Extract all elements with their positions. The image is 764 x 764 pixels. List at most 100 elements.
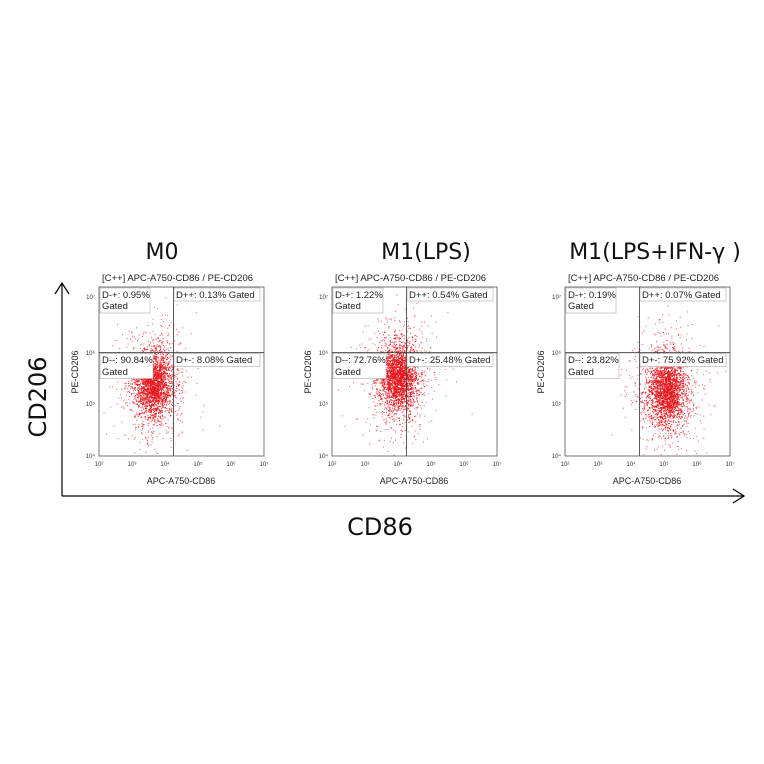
event-dot	[161, 414, 163, 416]
event-dot	[403, 381, 405, 383]
event-dot	[392, 384, 394, 386]
event-dot	[387, 366, 389, 368]
event-dot	[402, 383, 404, 385]
event-dot	[154, 396, 156, 398]
event-dot	[394, 354, 396, 356]
event-dot	[165, 393, 167, 395]
event-dot	[413, 408, 415, 410]
event-dot	[161, 375, 163, 377]
event-dot	[158, 359, 160, 361]
event-dot	[179, 384, 181, 386]
event-dot	[117, 438, 119, 440]
event-dot	[163, 393, 165, 395]
event-dot	[151, 386, 153, 388]
event-dot	[165, 400, 167, 402]
event-dot	[400, 373, 402, 375]
event-dot	[162, 387, 164, 389]
event-dot	[393, 408, 395, 410]
event-dot	[137, 340, 139, 342]
event-dot	[155, 366, 157, 368]
event-dot	[176, 373, 178, 375]
event-dot	[132, 424, 134, 426]
event-dot	[179, 407, 181, 409]
event-dot	[417, 374, 419, 376]
event-dot	[154, 402, 156, 404]
event-dot	[147, 393, 149, 395]
event-dot	[417, 401, 419, 403]
event-dot	[435, 410, 437, 412]
event-dot	[168, 353, 170, 355]
event-dot	[155, 412, 157, 414]
event-dot	[153, 392, 155, 394]
event-dot	[423, 393, 425, 395]
event-dot	[168, 369, 170, 371]
event-dot	[142, 331, 144, 333]
event-dot	[378, 391, 380, 393]
event-dot	[390, 403, 392, 405]
event-dot	[356, 418, 358, 420]
event-dot	[147, 383, 149, 385]
event-dot	[402, 400, 404, 402]
event-dot	[393, 392, 395, 394]
event-dot	[400, 373, 402, 375]
event-dot	[416, 378, 418, 380]
event-dot	[165, 396, 167, 398]
event-dot	[147, 442, 149, 444]
event-dot	[125, 385, 127, 387]
event-dot	[152, 432, 154, 434]
y-ticks: 10⁷ 10⁶ 10⁵ 10⁴	[86, 294, 96, 460]
event-dot	[155, 392, 157, 394]
event-dot	[159, 334, 161, 336]
event-dot	[389, 408, 391, 410]
event-dot	[404, 371, 406, 373]
event-dot	[168, 334, 170, 336]
event-dot	[168, 366, 170, 368]
event-dot	[400, 436, 402, 438]
event-dot	[406, 368, 408, 370]
event-dot	[151, 415, 153, 417]
event-dot	[397, 401, 399, 403]
event-dot	[135, 378, 137, 380]
event-dot	[164, 378, 166, 380]
event-dot	[157, 393, 159, 395]
event-dot	[170, 437, 172, 439]
event-dot	[142, 333, 144, 335]
event-dot	[143, 399, 145, 401]
event-dot	[384, 386, 386, 388]
event-dot	[163, 393, 165, 395]
event-dot	[150, 409, 152, 411]
event-dot	[393, 367, 395, 369]
event-dot	[390, 390, 392, 392]
event-dot	[157, 353, 159, 355]
event-dot	[395, 409, 397, 411]
event-dot	[384, 380, 386, 382]
event-dot	[401, 364, 403, 366]
event-dot	[157, 308, 159, 310]
event-dot	[382, 413, 384, 415]
event-dot	[163, 372, 165, 374]
event-dot	[160, 382, 162, 384]
event-dot	[408, 381, 410, 383]
event-dot	[156, 374, 158, 376]
event-dot	[155, 348, 157, 350]
event-dot	[145, 332, 147, 334]
event-dot	[144, 397, 146, 399]
event-dot	[142, 403, 144, 405]
event-dot	[145, 409, 147, 411]
event-dot	[160, 410, 162, 412]
event-dot	[139, 382, 141, 384]
event-dot	[399, 368, 401, 370]
event-dot	[127, 382, 129, 384]
event-dot	[158, 341, 160, 343]
event-dot	[404, 383, 406, 385]
event-dot	[403, 387, 405, 389]
event-dot	[380, 398, 382, 400]
event-dot	[143, 381, 145, 383]
event-dot	[148, 430, 150, 432]
event-dot	[142, 393, 144, 395]
event-dot	[151, 401, 153, 403]
event-dot	[380, 397, 382, 399]
event-dot	[155, 393, 157, 395]
event-dot	[150, 383, 152, 385]
event-dot	[148, 381, 150, 383]
